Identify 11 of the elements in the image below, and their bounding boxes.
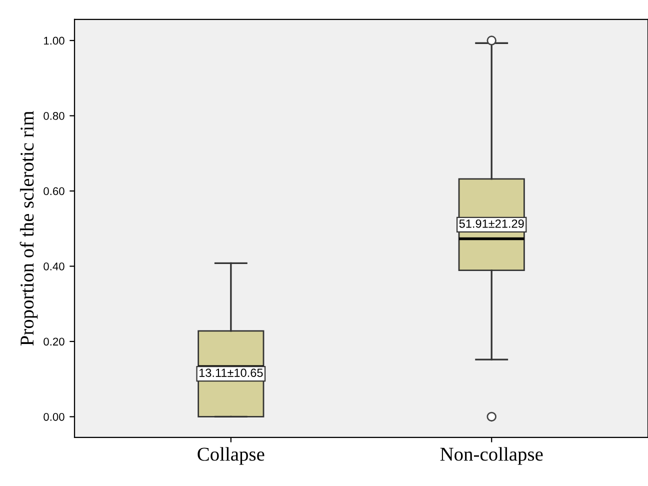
y-axis-title: Proportion of the sclerotic rim: [20, 111, 38, 346]
x-tick-label: Non-collapse: [440, 447, 543, 465]
y-tick-label: 0.20: [44, 338, 64, 346]
annotation: 13.11±10.65: [199, 368, 263, 377]
y-tick-label: 0.00: [44, 412, 64, 421]
y-tick-label: 0.80: [44, 112, 64, 120]
y-tick-label: 0.40: [44, 262, 64, 270]
annotation: 51.91±21.29: [459, 219, 524, 228]
y-tick-label: 0.60: [44, 187, 64, 196]
y-tick-label: 1.00: [44, 36, 64, 45]
x-tick-label: Collapse: [198, 447, 264, 465]
